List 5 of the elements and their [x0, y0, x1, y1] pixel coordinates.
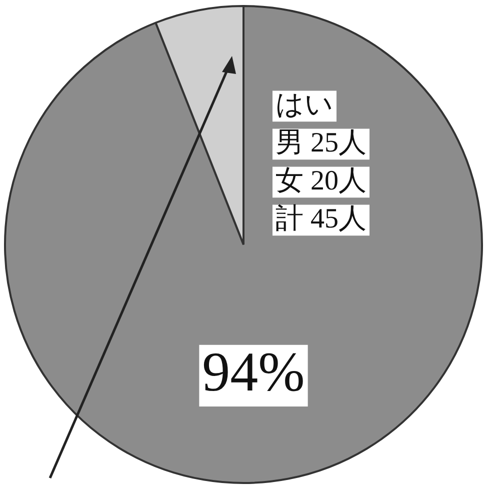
text: 男 25人 [276, 128, 366, 159]
text: 計 45人 [276, 204, 366, 235]
data-label: 94% [202, 341, 305, 404]
slice-label: はい [276, 90, 334, 121]
text: 女 20人 [276, 166, 366, 197]
